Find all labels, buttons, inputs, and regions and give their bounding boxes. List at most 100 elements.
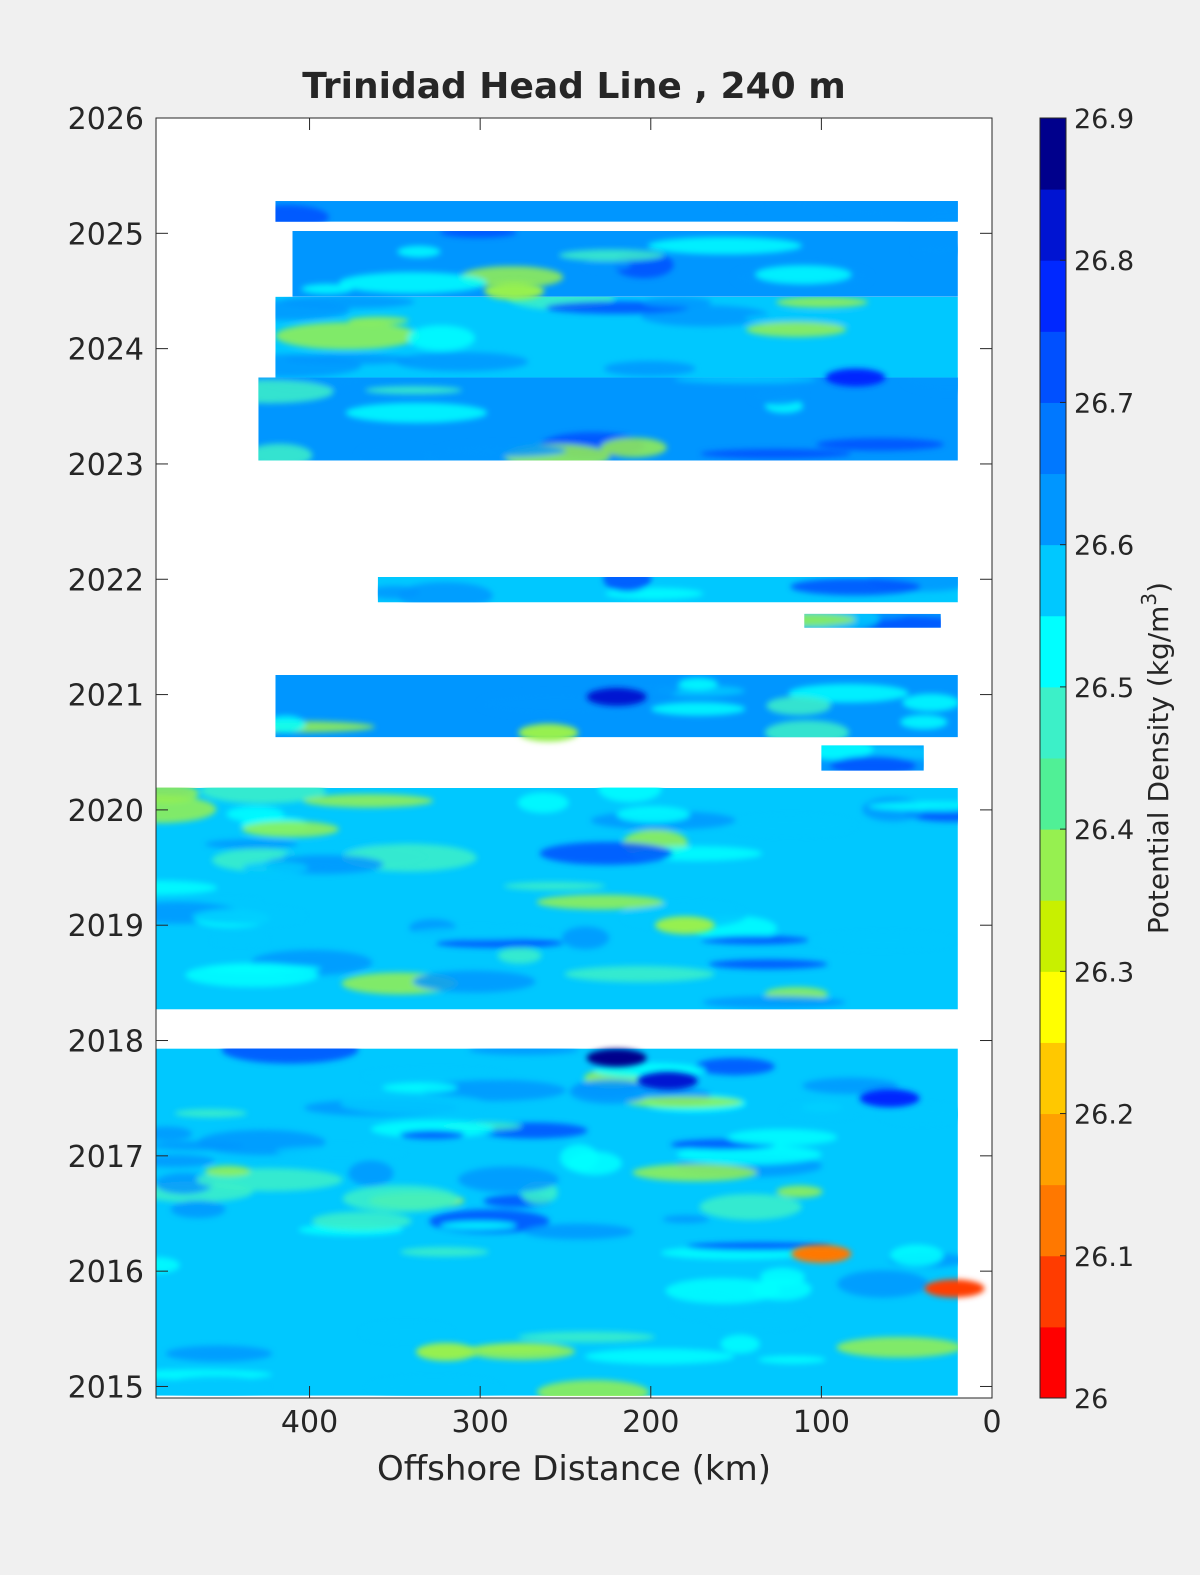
density-patch (360, 1322, 453, 1342)
data-band (804, 613, 941, 628)
density-patch (879, 1104, 958, 1124)
colorbar-segment (1040, 544, 1066, 617)
density-feature (586, 687, 647, 706)
colorbar-segment (1040, 473, 1066, 546)
colorbar-tick-label: 26.2 (1074, 1100, 1134, 1131)
density-patch (397, 245, 441, 258)
density-patch (407, 325, 476, 351)
density-patch (701, 935, 809, 945)
density-patch (766, 696, 832, 716)
density-patch (311, 1211, 412, 1231)
colorbar-tick-label: 26.3 (1074, 957, 1134, 988)
density-patch (647, 237, 803, 255)
density-patch (524, 1223, 634, 1240)
data-band (377, 576, 958, 603)
density-patch (776, 1185, 823, 1198)
density-patch (674, 377, 817, 384)
density-patch (620, 902, 747, 929)
density-patch (868, 801, 958, 812)
density-patch (744, 312, 890, 325)
density-patch (536, 894, 665, 910)
density-patch (367, 1377, 501, 1396)
density-patch (812, 932, 953, 950)
x-tick-label: 200 (622, 1405, 679, 1440)
colorbar-segment (1040, 402, 1066, 475)
colorbar-segment (1040, 971, 1066, 1043)
band-fill (156, 1048, 958, 1396)
density-patch (200, 787, 327, 804)
density-patch (694, 1057, 775, 1076)
density-patch (751, 1277, 812, 1301)
y-tick-label: 2017 (68, 1140, 144, 1175)
density-patch (165, 1375, 268, 1396)
density-patch (258, 443, 313, 461)
density-patch (156, 1257, 180, 1274)
density-patch (275, 715, 306, 733)
density-patch (165, 1345, 273, 1362)
density-patch (603, 360, 696, 377)
density-patch (303, 793, 434, 808)
density-feature (637, 1071, 698, 1090)
colorbar-tick-label: 26.8 (1074, 246, 1134, 277)
density-patch (536, 1379, 650, 1396)
density-patch (156, 1154, 215, 1168)
density-patch (338, 272, 487, 294)
y-tick-label: 2021 (68, 679, 144, 714)
density-patch (156, 1140, 246, 1151)
x-tick-label: 0 (982, 1405, 1001, 1440)
density-patch (156, 880, 218, 895)
y-tick-label: 2016 (68, 1255, 144, 1290)
colorbar-frame (1039, 117, 1067, 1399)
density-patch (700, 448, 852, 459)
density-feature (825, 368, 886, 387)
density-patch (397, 582, 493, 603)
chart-title: Trinidad Head Line , 240 m (302, 66, 845, 107)
density-patch (900, 714, 948, 730)
density-patch (170, 1200, 226, 1219)
density-patch (915, 244, 958, 256)
density-feature (416, 1342, 477, 1361)
density-patch (724, 815, 856, 836)
colorbar-segment (1040, 615, 1066, 688)
density-patch (722, 201, 845, 209)
density-patch (156, 1369, 273, 1380)
density-patch (364, 386, 463, 395)
density-patch (902, 693, 958, 712)
density-patch (275, 205, 329, 222)
density-patch (804, 613, 856, 627)
density-patch (258, 380, 334, 404)
density-patch (836, 1336, 958, 1358)
colorbar-tick-label: 26.7 (1074, 388, 1134, 419)
data-band (292, 231, 958, 297)
density-patch (702, 996, 846, 1009)
colorbar-segment (1040, 686, 1066, 759)
data-band (156, 1048, 958, 1396)
colorbar-tick-label: 26 (1074, 1384, 1108, 1415)
density-patch (751, 385, 805, 406)
density-patch (821, 745, 874, 760)
density-patch (890, 1244, 944, 1267)
plot-frame (155, 117, 993, 1399)
density-patch (226, 806, 284, 823)
y-tick-label: 2019 (68, 909, 144, 944)
density-patch (632, 1163, 758, 1182)
density-feature (586, 1048, 647, 1067)
colorbar-segment (1040, 1255, 1066, 1328)
density-patch (802, 1077, 898, 1094)
density-patch (559, 1144, 599, 1172)
density-feature (859, 1089, 920, 1108)
data-band (275, 674, 958, 738)
density-patch (497, 947, 542, 964)
density-patch (342, 1185, 460, 1213)
density-patch (382, 1082, 458, 1093)
density-patch (409, 927, 551, 940)
density-patch (156, 1126, 193, 1142)
density-patch (598, 787, 662, 803)
density-patch (603, 576, 652, 592)
y-tick-label: 2022 (68, 563, 144, 598)
density-patch (191, 907, 305, 925)
density-patch (301, 283, 353, 294)
data-band (275, 296, 958, 378)
density-patch (412, 970, 536, 993)
x-axis-label: Offshore Distance (km) (377, 1449, 771, 1489)
